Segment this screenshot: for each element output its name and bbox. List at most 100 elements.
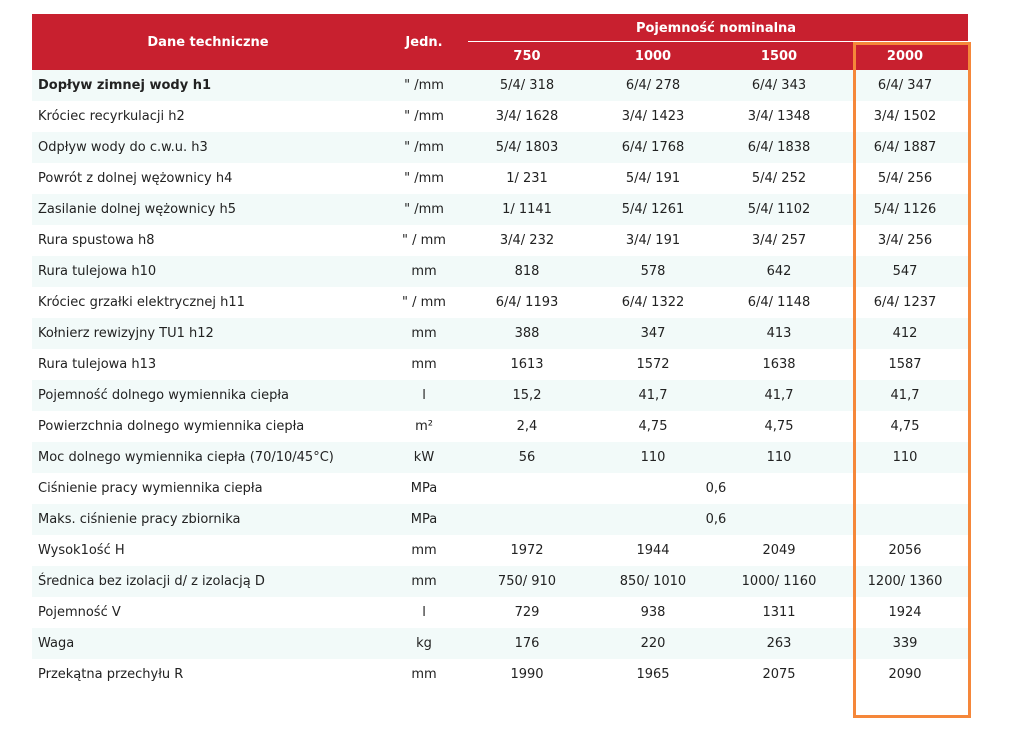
cell-2000: 3/4/ 1502 <box>842 101 969 132</box>
cell-2000: 6/4/ 1237 <box>842 287 969 318</box>
row-unit: l <box>384 380 464 411</box>
header-capacity-2000: 2000 <box>842 42 969 70</box>
cell-1500: 6/4/ 1148 <box>716 287 842 318</box>
header-capacity-750: 750 <box>464 42 590 70</box>
row-unit: mm <box>384 566 464 597</box>
table-row: Powrót z dolnej wężownicy h4 " /mm 1/ 231 5… <box>32 163 969 194</box>
row-unit: " /mm <box>384 163 464 194</box>
table-row: Króciec recyrkulacji h2 " /mm 3/4/ 1628 3/4… <box>32 101 969 132</box>
cell-1000: 6/4/ 1322 <box>590 287 716 318</box>
cell-1000: 4,75 <box>590 411 716 442</box>
row-unit: " / mm <box>384 287 464 318</box>
cell-750: 6/4/ 1193 <box>464 287 590 318</box>
cell-1500: 110 <box>716 442 842 473</box>
cell-1500: 6/4/ 343 <box>716 70 842 101</box>
table-row: Ciśnienie pracy wymiennika ciepła MPa 0,6 <box>32 473 969 504</box>
cell-1000: 6/4/ 1768 <box>590 132 716 163</box>
cell-2000: 1924 <box>842 597 969 628</box>
row-unit: mm <box>384 318 464 349</box>
row-label: Wysok1ość H <box>32 535 384 566</box>
cell-2000: 110 <box>842 442 969 473</box>
header-unit-col: Jedn. <box>384 14 464 70</box>
table-row: Dopływ zimnej wody h1 " /mm 5/4/ 318 6/4/ 2… <box>32 70 969 101</box>
cell-1500: 413 <box>716 318 842 349</box>
cell-1500: 5/4/ 252 <box>716 163 842 194</box>
row-unit: l <box>384 597 464 628</box>
cell-750: 1/ 1141 <box>464 194 590 225</box>
cell-2000: 1200/ 1360 <box>842 566 969 597</box>
row-label: Moc dolnego wymiennika ciepła (70/10/45°… <box>32 442 384 473</box>
cell-750: 818 <box>464 256 590 287</box>
row-label: Króciec recyrkulacji h2 <box>32 101 384 132</box>
cell-2000: 6/4/ 347 <box>842 70 969 101</box>
cell-2000: 1587 <box>842 349 969 380</box>
cell-750: 56 <box>464 442 590 473</box>
cell-750: 176 <box>464 628 590 659</box>
cell-2000: 6/4/ 1887 <box>842 132 969 163</box>
table-row: Kołnierz rewizyjny TU1 h12 mm 388 347 413 412 <box>32 318 969 349</box>
cell-1000: 110 <box>590 442 716 473</box>
cell-2000: 547 <box>842 256 969 287</box>
cell-2000: 339 <box>842 628 969 659</box>
row-label: Dopływ zimnej wody h1 <box>32 70 384 101</box>
table-row: Rura spustowa h8 " / mm 3/4/ 232 3/4/ 191 3/… <box>32 225 969 256</box>
cell-1500: 1311 <box>716 597 842 628</box>
cell-2000: 4,75 <box>842 411 969 442</box>
row-label: Ciśnienie pracy wymiennika ciepła <box>32 473 384 504</box>
cell-750: 388 <box>464 318 590 349</box>
row-unit: MPa <box>384 504 464 535</box>
table-row: Pojemność dolnego wymiennika ciepła l 15,2… <box>32 380 969 411</box>
table-row: Odpływ wody do c.w.u. h3 " /mm 5/4/ 1803 6/… <box>32 132 969 163</box>
cell-1500: 3/4/ 257 <box>716 225 842 256</box>
row-label: Średnica bez izolacji d/ z izolacją D <box>32 566 384 597</box>
row-unit: " /mm <box>384 101 464 132</box>
table-row: Rura tulejowa h10 mm 818 578 642 547 <box>32 256 969 287</box>
cell-1500: 3/4/ 1348 <box>716 101 842 132</box>
cell-1000: 1965 <box>590 659 716 690</box>
row-unit: MPa <box>384 473 464 504</box>
cell-2000: 5/4/ 1126 <box>842 194 969 225</box>
cell-1000: 1572 <box>590 349 716 380</box>
cell-1500: 2049 <box>716 535 842 566</box>
tech-data-table: Dane techniczne Jedn. Pojemność nominaln… <box>32 14 969 690</box>
row-unit: kW <box>384 442 464 473</box>
row-label: Rura tulejowa h10 <box>32 256 384 287</box>
cell-1000: 578 <box>590 256 716 287</box>
row-label: Rura tulejowa h13 <box>32 349 384 380</box>
table-row: Rura tulejowa h13 mm 1613 1572 1638 1587 <box>32 349 969 380</box>
row-label: Maks. ciśnienie pracy zbiornika <box>32 504 384 535</box>
cell-750: 3/4/ 232 <box>464 225 590 256</box>
row-merged-value: 0,6 <box>464 473 969 504</box>
cell-750: 5/4/ 1803 <box>464 132 590 163</box>
row-unit: " /mm <box>384 70 464 101</box>
row-unit: " / mm <box>384 225 464 256</box>
row-unit: mm <box>384 256 464 287</box>
cell-750: 1613 <box>464 349 590 380</box>
row-unit: mm <box>384 349 464 380</box>
table-row: Maks. ciśnienie pracy zbiornika MPa 0,6 <box>32 504 969 535</box>
row-unit: mm <box>384 659 464 690</box>
row-label: Pojemność dolnego wymiennika ciepła <box>32 380 384 411</box>
cell-1000: 3/4/ 191 <box>590 225 716 256</box>
cell-1500: 6/4/ 1838 <box>716 132 842 163</box>
cell-1500: 41,7 <box>716 380 842 411</box>
row-unit: " /mm <box>384 132 464 163</box>
row-label: Odpływ wody do c.w.u. h3 <box>32 132 384 163</box>
table-row: Waga kg 176 220 263 339 <box>32 628 969 659</box>
table-row: Moc dolnego wymiennika ciepła (70/10/45°… <box>32 442 969 473</box>
cell-1500: 642 <box>716 256 842 287</box>
cell-1000: 3/4/ 1423 <box>590 101 716 132</box>
cell-2000: 3/4/ 256 <box>842 225 969 256</box>
cell-1000: 1944 <box>590 535 716 566</box>
row-merged-value: 0,6 <box>464 504 969 535</box>
row-label: Przekątna przechyłu R <box>32 659 384 690</box>
cell-750: 1972 <box>464 535 590 566</box>
row-unit: " /mm <box>384 194 464 225</box>
cell-750: 15,2 <box>464 380 590 411</box>
cell-1000: 850/ 1010 <box>590 566 716 597</box>
row-label: Pojemność V <box>32 597 384 628</box>
header-label-col: Dane techniczne <box>32 14 384 70</box>
